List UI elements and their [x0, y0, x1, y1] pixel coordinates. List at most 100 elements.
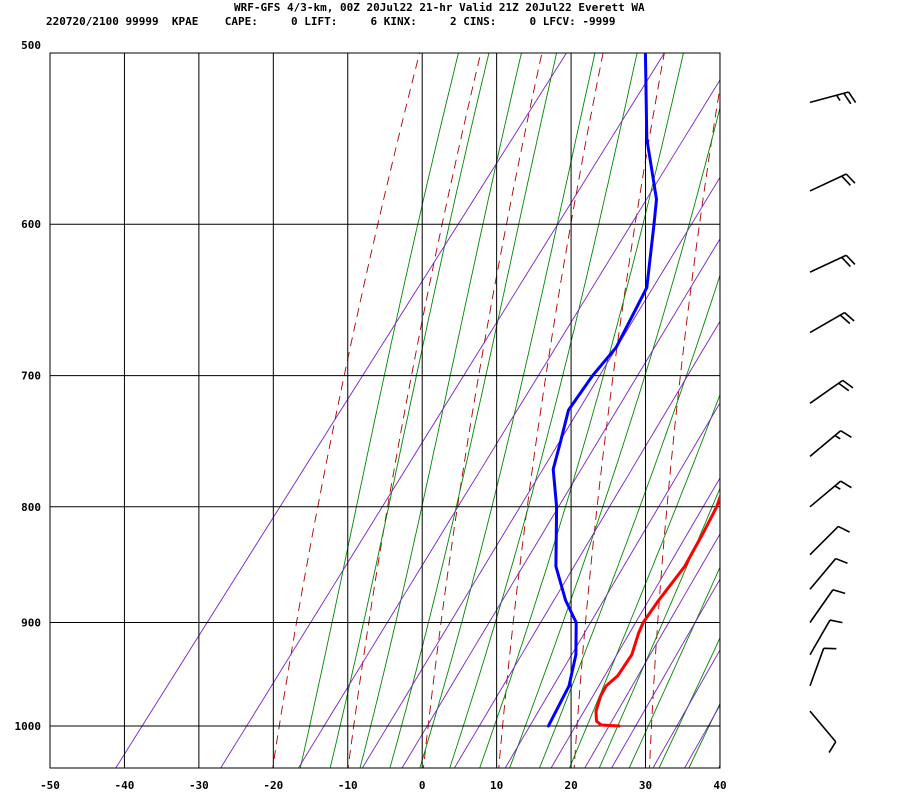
wind-barb-flag — [838, 382, 850, 392]
wind-barb — [809, 379, 854, 404]
mixing-ratio-line — [401, 237, 720, 768]
wind-barb-flag — [829, 619, 843, 624]
moist-adiabat-line — [658, 636, 720, 768]
moist-adiabat-line — [449, 53, 638, 768]
wind-barb — [809, 557, 848, 590]
temperature-tick-label: 30 — [639, 779, 652, 792]
temperature-tick-label: 20 — [564, 779, 577, 792]
temperature-tick-label: -30 — [189, 779, 209, 792]
dry-adiabat-line — [725, 0, 829, 774]
mixing-ratio-line — [584, 533, 720, 768]
wind-barb-flag — [845, 173, 856, 184]
wind-barb-flag — [841, 256, 851, 268]
pressure-tick-label: 600 — [21, 218, 41, 231]
wind-barb-flag — [844, 312, 855, 322]
wind-barb-flag — [832, 588, 846, 595]
wind-barb-flag — [841, 175, 851, 186]
wind-barb — [809, 710, 837, 753]
moist-adiabat-line — [389, 53, 558, 768]
temperature-axis-labels: -50 -40 -30 -20 -10 0 10 20 30 40 — [40, 779, 727, 792]
mixing-ratio-line — [453, 320, 720, 768]
mixing-ratio-line — [504, 402, 720, 768]
mixing-ratio-line — [611, 578, 720, 768]
wind-barb-shaft — [809, 589, 834, 623]
temperature-tick-label: 0 — [419, 779, 426, 792]
wind-barb-shaft — [809, 173, 847, 192]
moist-adiabat-line — [718, 764, 720, 768]
wind-barb-flag — [840, 480, 852, 489]
wind-barb-shaft — [809, 430, 842, 458]
moist-adiabat-line — [479, 53, 684, 768]
moist-adiabat-line — [329, 53, 490, 768]
wind-barb-flag — [847, 91, 857, 104]
mixing-ratio-line — [220, 53, 665, 768]
dewpoint-line — [546, 53, 658, 728]
wind-barb-shaft — [809, 91, 849, 104]
wind-barb-flag — [842, 379, 854, 389]
wind-barb-shaft — [809, 648, 825, 687]
wind-barb-flag — [845, 254, 856, 265]
wind-barb — [809, 91, 857, 105]
moist-adiabat-line — [568, 393, 720, 768]
mixing-ratio-line — [297, 79, 720, 768]
pressure-tick-label: 900 — [21, 617, 41, 630]
temperature-line — [594, 492, 720, 728]
wind-barb-shaft — [809, 619, 831, 656]
dry-adiabat-line — [649, 84, 720, 768]
pressure-tick-label: 500 — [21, 39, 41, 52]
wind-barb — [809, 588, 846, 623]
wind-barb-flag — [837, 525, 850, 533]
wind-barb-shaft — [809, 710, 837, 743]
wind-barb — [809, 619, 843, 656]
wind-barb — [809, 430, 852, 458]
sounding-profiles — [546, 53, 720, 728]
moist-adiabat-line — [419, 53, 596, 768]
wind-barb-flag — [835, 557, 848, 564]
wind-barb — [809, 480, 852, 508]
moist-adiabat-line — [359, 53, 522, 768]
wind-barb-half-flag — [834, 434, 841, 440]
wind-barb-flag — [828, 741, 837, 753]
pressure-axis-labels: 4005006007008009001000 — [15, 39, 42, 733]
pressure-tick-label: 800 — [21, 501, 41, 514]
wind-barb-flag — [840, 430, 852, 439]
dry-adiabat-line — [272, 53, 420, 768]
temperature-tick-label: -40 — [115, 779, 135, 792]
wind-barb-shaft — [809, 311, 846, 334]
wind-barb — [809, 254, 856, 273]
pressure-tick-label: 1000 — [15, 720, 42, 733]
wind-barb-shaft — [809, 525, 839, 556]
wind-barb-half-flag — [834, 485, 841, 490]
wind-barb — [809, 647, 837, 687]
dry-adiabat-line — [498, 53, 604, 768]
temperature-tick-label: -50 — [40, 779, 60, 792]
chart-title: WRF-GFS 4/3-km, 00Z 20Jul22 21-hr Valid … — [234, 1, 645, 14]
background-lines — [115, 0, 900, 774]
mixing-ratio-line — [550, 477, 720, 768]
temperature-tick-label: -10 — [338, 779, 358, 792]
grid-lines — [50, 53, 720, 768]
temperature-tick-label: 10 — [490, 779, 503, 792]
moist-adiabat-line — [538, 273, 720, 768]
wind-barb-half-flag — [835, 94, 841, 101]
pressure-tick-label: 700 — [21, 370, 41, 383]
wind-barb-flag — [839, 314, 851, 325]
moist-adiabat-line — [509, 105, 720, 768]
wind-barb — [809, 173, 856, 192]
station-indices-line: 220720/2100 99999 KPAE CAPE: 0 LIFT: 6 K… — [46, 15, 616, 28]
wind-barb-shaft — [809, 480, 842, 508]
wind-barbs — [809, 91, 857, 753]
temperature-tick-label: 40 — [713, 779, 726, 792]
moist-adiabat-line — [628, 566, 720, 768]
dry-adiabat-line — [874, 0, 900, 774]
wind-barb-flag — [843, 92, 852, 105]
temperature-tick-label: -20 — [263, 779, 283, 792]
mixing-ratio-line — [684, 704, 720, 768]
dry-adiabat-line — [347, 53, 482, 768]
wind-barb — [809, 311, 855, 334]
mixing-ratio-line — [361, 176, 720, 768]
wind-barb — [809, 525, 850, 556]
plot-frame — [49, 52, 721, 769]
dry-adiabat-line — [422, 53, 543, 768]
